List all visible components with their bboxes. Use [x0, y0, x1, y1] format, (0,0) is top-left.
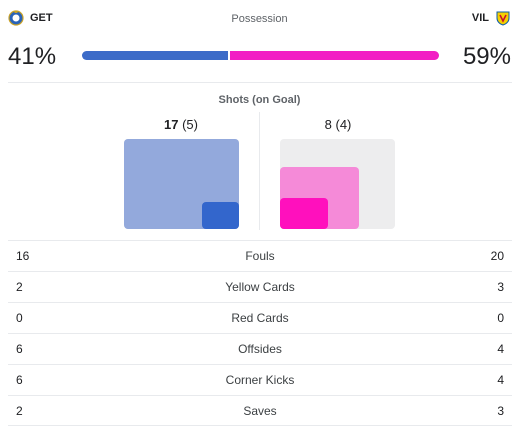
stat-name: Red Cards [231, 311, 289, 325]
stat-away-value: 20 [490, 249, 504, 263]
home-possession-bar [82, 51, 228, 60]
stat-home-value: 2 [16, 403, 23, 418]
stat-name: Fouls [245, 249, 275, 263]
away-possession-pct: 59% [462, 43, 511, 70]
stat-row: 0 Red Cards 0 [8, 302, 512, 333]
stat-name: Yellow Cards [225, 280, 295, 294]
away-team[interactable]: VIL [472, 10, 511, 26]
shots-title: Shots (on Goal) [218, 94, 301, 106]
stat-home-value: 6 [16, 373, 23, 387]
possession-bar-gap [228, 51, 230, 60]
stat-away-value: 0 [497, 311, 504, 325]
stat-name: Offsides [238, 342, 282, 356]
possession-title: Possession [231, 13, 288, 25]
stat-name: Saves [243, 403, 277, 418]
away-shots-on-goal-bar [280, 198, 328, 229]
home-shots-on-goal-bar [202, 202, 239, 229]
stat-home-value: 6 [16, 342, 23, 356]
away-shots-box [280, 139, 395, 229]
home-shots-box [124, 139, 239, 229]
section-divider [8, 82, 512, 83]
stat-away-value: 4 [497, 373, 504, 387]
possession-bar [82, 51, 439, 60]
away-possession-bar [230, 51, 439, 60]
home-shots-label: 17 (5) [121, 117, 241, 132]
stat-home-value: 16 [16, 249, 30, 263]
stat-row: 16 Fouls 20 [8, 240, 512, 271]
stat-name: Corner Kicks [225, 373, 295, 387]
shots-separator [259, 112, 260, 230]
stat-away-value: 3 [497, 403, 504, 418]
away-shots-total: 8 [324, 117, 332, 132]
away-team-abbr: VIL [471, 12, 489, 24]
home-possession-pct: 41% [8, 43, 57, 70]
stat-row: 2 Saves 3 [8, 395, 512, 426]
stats-table: 16 Fouls 20 2 Yellow Cards 3 0 Red Cards 0 6 Offsi… [8, 240, 512, 426]
home-team[interactable]: GET [8, 10, 53, 26]
stat-home-value: 2 [16, 280, 23, 294]
stat-home-value: 0 [16, 311, 23, 325]
stat-row: 2 Yellow Cards 3 [8, 271, 512, 302]
home-shots-on-goal: (5) [182, 117, 198, 132]
home-team-abbr: GET [30, 12, 53, 24]
getafe-crest-icon [8, 10, 24, 26]
home-shots-total: 17 [164, 117, 179, 132]
stat-row: 6 Corner Kicks 4 [8, 364, 512, 395]
away-shots-label: 8 (4) [278, 117, 398, 132]
away-shots-on-goal: (4) [335, 117, 352, 132]
stat-away-value: 4 [497, 342, 504, 356]
villarreal-crest-icon [496, 11, 510, 26]
stat-row: 6 Offsides 4 [8, 333, 512, 364]
stat-away-value: 3 [497, 280, 504, 294]
